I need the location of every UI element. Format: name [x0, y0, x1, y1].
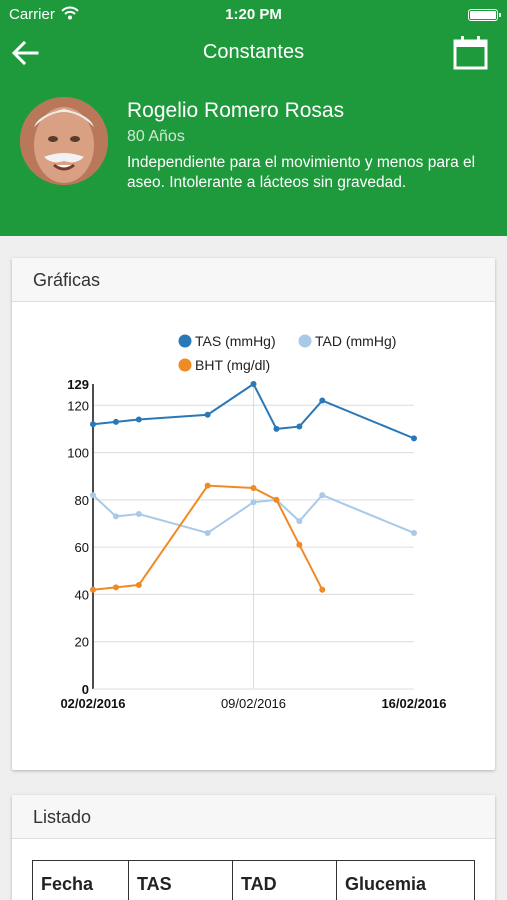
y-tick-label: 0	[82, 682, 89, 697]
data-point	[411, 435, 417, 442]
data-point	[90, 586, 96, 593]
data-point	[135, 581, 142, 588]
data-point	[250, 499, 257, 506]
legend-label: TAD (mmHg)	[315, 333, 396, 349]
data-point	[319, 397, 326, 404]
patient-name: Rogelio Romero Rosas	[127, 99, 345, 122]
data-point	[250, 485, 257, 492]
data-point	[411, 529, 417, 536]
data-point	[319, 586, 326, 593]
x-tick-label: 09/02/2016	[221, 696, 286, 711]
data-point	[296, 541, 303, 548]
column-header-glucemia: Glucemia	[336, 860, 475, 900]
battery-icon	[468, 9, 501, 21]
data-point	[135, 416, 142, 423]
x-tick-label: 02/02/2016	[60, 696, 125, 711]
carrier-label: Carrier	[9, 6, 55, 23]
avatar	[20, 97, 108, 185]
wifi-icon	[61, 6, 79, 20]
column-header-tad: TAD	[232, 860, 337, 900]
page-title: Constantes	[202, 41, 305, 63]
data-point	[90, 492, 96, 499]
data-point	[112, 418, 119, 425]
list-title: Listado	[12, 795, 495, 839]
y-tick-label: 40	[75, 587, 89, 602]
data-point	[273, 425, 280, 432]
vitals-chart: 0 20 40 60 80 100 120 129 02/02/2016 09/02/2016 16…	[60, 333, 446, 711]
patient-age: 80 Años	[127, 128, 185, 145]
data-point	[273, 496, 280, 503]
column-header-fecha: Fecha	[32, 860, 129, 900]
data-point	[204, 482, 211, 489]
charts-card: Gráficas 0 20 40 60 80 100 120 129 02/02/2016 09/…	[12, 258, 495, 770]
data-point	[296, 423, 303, 430]
patient-description: Independiente para el movimiento y menos…	[127, 154, 476, 191]
legend-label: BHT (mg/dl)	[195, 357, 270, 373]
data-point	[135, 511, 142, 518]
vitals-table: Fecha TAS TAD Glucemia	[32, 860, 475, 900]
y-tick-label: 20	[75, 635, 89, 650]
status-bar: Carrier 1:20 PM	[0, 0, 507, 28]
calendar-icon[interactable]	[453, 35, 488, 70]
data-point	[204, 411, 211, 418]
y-tick-label: 80	[75, 493, 89, 508]
data-point	[319, 492, 326, 499]
legend-label: TAS (mmHg)	[195, 333, 276, 349]
legend-marker	[178, 334, 192, 348]
x-tick-label: 16/02/2016	[381, 696, 446, 711]
y-tick-label: 100	[67, 446, 89, 461]
data-point	[112, 513, 119, 520]
table-header-row: Fecha TAS TAD Glucemia	[32, 860, 475, 900]
series-line	[92, 484, 324, 591]
data-point	[204, 529, 211, 536]
y-tick-label: 60	[75, 540, 89, 555]
clock: 1:20 PM	[225, 6, 282, 23]
legend-marker	[178, 358, 192, 372]
header: Carrier 1:20 PM Constantes Rogelio Romer…	[0, 0, 507, 236]
column-header-tas: TAS	[128, 860, 233, 900]
y-tick-label: 129	[67, 377, 89, 392]
list-card: Listado Fecha TAS TAD Glucemia	[12, 795, 495, 900]
y-tick-label: 120	[67, 398, 89, 413]
charts-title: Gráficas	[12, 258, 495, 302]
data-point	[250, 381, 257, 387]
avatar-image	[20, 97, 108, 185]
arrow-left-icon[interactable]	[10, 38, 40, 68]
data-point	[296, 518, 303, 525]
data-point	[112, 584, 119, 591]
data-point	[90, 421, 96, 428]
legend-marker	[298, 334, 312, 348]
